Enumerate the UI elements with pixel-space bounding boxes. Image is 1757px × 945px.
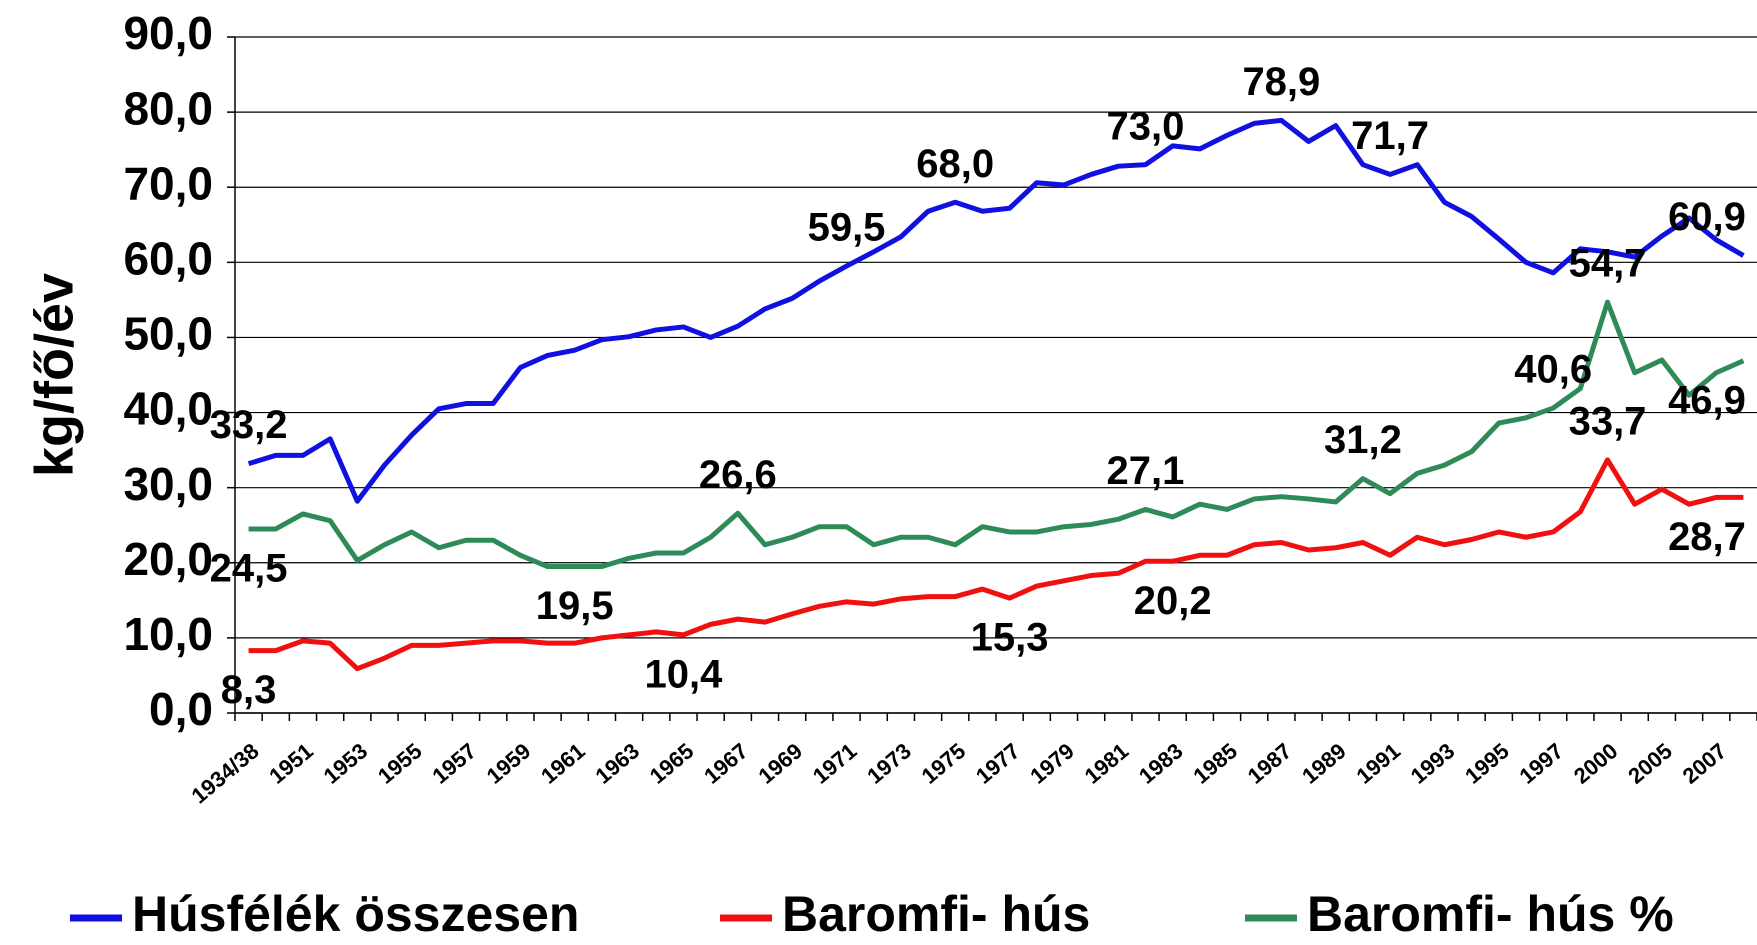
x-tick-label: 1985 bbox=[1188, 738, 1242, 789]
data-label: 19,5 bbox=[536, 584, 614, 628]
y-tick-label: 0,0 bbox=[149, 683, 213, 735]
legend-label: Baromfi- hús bbox=[782, 886, 1090, 942]
legend-label: Baromfi- hús % bbox=[1307, 886, 1674, 942]
x-tick-label: 1991 bbox=[1351, 738, 1405, 789]
x-tick-label: 2007 bbox=[1678, 738, 1732, 789]
x-tick-label: 1955 bbox=[373, 738, 427, 789]
x-tick-label: 2005 bbox=[1623, 738, 1677, 789]
data-label: 26,6 bbox=[699, 453, 777, 497]
y-tick-label: 90,0 bbox=[123, 7, 213, 59]
data-label: 73,0 bbox=[1107, 104, 1185, 148]
y-tick-label: 80,0 bbox=[123, 82, 213, 134]
x-tick-label: 1993 bbox=[1406, 738, 1460, 789]
data-label: 68,0 bbox=[916, 142, 994, 186]
y-tick-label: 50,0 bbox=[123, 308, 213, 360]
data-label: 27,1 bbox=[1107, 449, 1185, 493]
data-label: 28,7 bbox=[1668, 515, 1746, 559]
x-tick-label: 1971 bbox=[808, 738, 862, 789]
x-tick-label: 1934/38 bbox=[187, 738, 264, 808]
y-tick-label: 40,0 bbox=[123, 383, 213, 435]
y-tick-label: 60,0 bbox=[123, 232, 213, 284]
x-tick-label: 1953 bbox=[319, 738, 373, 789]
data-label: 24,5 bbox=[210, 547, 288, 591]
x-tick-label: 2000 bbox=[1569, 738, 1623, 789]
data-label: 60,9 bbox=[1668, 195, 1746, 239]
x-tick-label: 1979 bbox=[1025, 738, 1079, 789]
x-tick-label: 1965 bbox=[645, 738, 699, 789]
x-tick-label: 1977 bbox=[971, 738, 1025, 789]
data-label: 8,3 bbox=[221, 668, 277, 712]
data-label: 15,3 bbox=[971, 616, 1049, 660]
x-tick-label: 1997 bbox=[1515, 738, 1569, 789]
line-series bbox=[248, 457, 1744, 672]
legend-label: Húsfélék összesen bbox=[132, 886, 579, 942]
data-label: 59,5 bbox=[808, 206, 886, 250]
data-label: 71,7 bbox=[1351, 114, 1429, 158]
x-tick-label: 1963 bbox=[590, 738, 644, 789]
x-tick-label: 1967 bbox=[699, 738, 753, 789]
y-tick-label: 10,0 bbox=[123, 608, 213, 660]
x-tick-label: 1981 bbox=[1080, 738, 1134, 789]
x-tick-label: 1983 bbox=[1134, 738, 1188, 789]
x-tick-label: 1975 bbox=[917, 738, 971, 789]
x-tick-label: 1959 bbox=[482, 738, 536, 789]
x-tick-label: 1961 bbox=[536, 738, 590, 789]
x-tick-label: 1987 bbox=[1243, 738, 1297, 789]
data-label: 31,2 bbox=[1324, 418, 1402, 462]
data-label: 33,7 bbox=[1569, 399, 1647, 443]
x-tick-label: 1989 bbox=[1297, 738, 1351, 789]
y-tick-label: 70,0 bbox=[123, 157, 213, 209]
line-series bbox=[248, 299, 1745, 570]
x-tick-label: 1957 bbox=[427, 738, 481, 789]
x-tick-label: 1969 bbox=[754, 738, 808, 789]
y-tick-label: 30,0 bbox=[123, 458, 213, 510]
data-label: 20,2 bbox=[1134, 579, 1212, 623]
data-label: 40,6 bbox=[1514, 348, 1592, 392]
data-label: 10,4 bbox=[645, 652, 724, 696]
y-tick-label: 20,0 bbox=[123, 533, 213, 585]
data-label: 46,9 bbox=[1668, 378, 1746, 422]
x-tick-label: 1995 bbox=[1460, 738, 1514, 789]
x-tick-label: 1951 bbox=[264, 738, 318, 789]
x-tick-label: 1973 bbox=[862, 738, 916, 789]
data-label: 54,7 bbox=[1569, 242, 1647, 286]
data-label: 33,2 bbox=[210, 403, 288, 447]
y-axis-label: kg/fő/év bbox=[24, 273, 84, 477]
data-label: 78,9 bbox=[1242, 60, 1320, 104]
line-series bbox=[247, 117, 1745, 504]
